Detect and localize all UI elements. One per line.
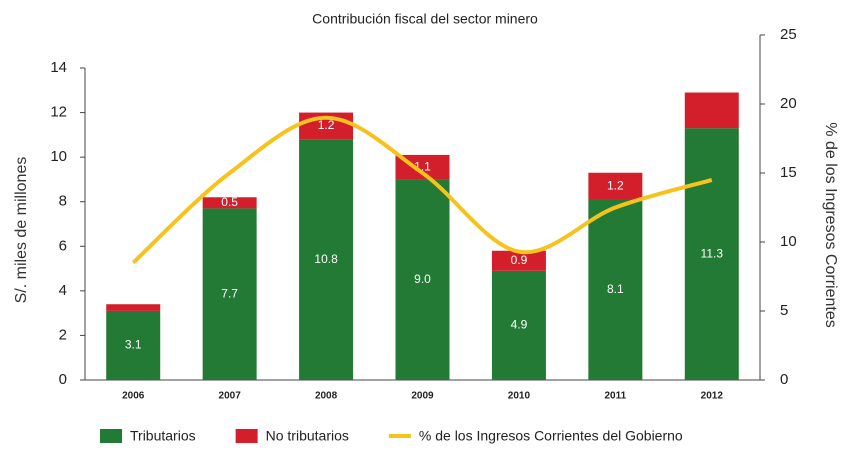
value-label: 7.7: [221, 286, 238, 300]
value-label: 0.5: [221, 195, 238, 209]
value-label: 9.0: [414, 272, 431, 286]
bar-segment: [202, 208, 257, 380]
bar-segment: [684, 92, 739, 129]
x-tick-label: 2010: [508, 391, 531, 402]
value-label: 3.1: [125, 338, 142, 352]
y-tick-label: 6: [59, 237, 67, 254]
bar-segment: [202, 197, 257, 209]
value-label: 8.1: [607, 282, 624, 296]
value-label: 1.2: [607, 178, 624, 192]
value-label: 0.9: [511, 253, 528, 267]
y2-tick-label: 15: [780, 164, 797, 181]
bar-segment: [588, 199, 643, 380]
value-label: 4.9: [511, 318, 528, 332]
y-tick-label: 0: [59, 371, 67, 388]
chart-title: Contribución fiscal del sector minero: [312, 11, 538, 27]
legend-swatch: [235, 429, 258, 443]
y-tick-label: 8: [59, 193, 67, 210]
x-tick-label: 2009: [411, 391, 434, 402]
y2-tick-label: 20: [780, 95, 797, 112]
value-label: 1.2: [318, 118, 335, 132]
x-tick-label: 2007: [219, 391, 242, 402]
x-tick-label: 2012: [701, 391, 724, 402]
y2-tick-label: 5: [780, 302, 788, 319]
bar-segment: [684, 128, 739, 380]
y2-tick-label: 25: [780, 26, 797, 43]
legend-label: Tributarios: [130, 428, 196, 444]
legend-swatch: [100, 429, 122, 443]
y2-axis-label: % de los Ingresos Corrientes: [822, 122, 839, 327]
y-tick-label: 10: [50, 148, 67, 165]
bar-segment: [106, 304, 161, 311]
bar-segment: [395, 179, 450, 380]
y-tick-label: 4: [59, 282, 67, 299]
y2-tick-label: 0: [780, 371, 788, 388]
bar-segment: [299, 139, 354, 380]
legend-label: No tributarios: [266, 428, 349, 444]
y-tick-label: 14: [50, 59, 67, 76]
x-tick-label: 2008: [315, 391, 338, 402]
x-tick-label: 2011: [605, 391, 627, 402]
bar-segment: [491, 250, 546, 271]
line-series: [131, 115, 713, 265]
bar-segment: [491, 270, 546, 380]
y-tick-label: 2: [59, 326, 67, 343]
y-tick-label: 12: [50, 104, 67, 121]
value-label: 10.8: [314, 252, 338, 266]
legend-label: % de los Ingresos Corrientes del Gobiern…: [419, 428, 683, 444]
bar-segment: [106, 310, 161, 380]
x-tick-label: 2006: [122, 391, 145, 402]
y-axis-label: S/. miles de millones: [13, 157, 30, 304]
bar-segment: [588, 172, 643, 200]
value-label: 11.3: [701, 246, 724, 260]
y2-tick-label: 10: [780, 233, 797, 250]
